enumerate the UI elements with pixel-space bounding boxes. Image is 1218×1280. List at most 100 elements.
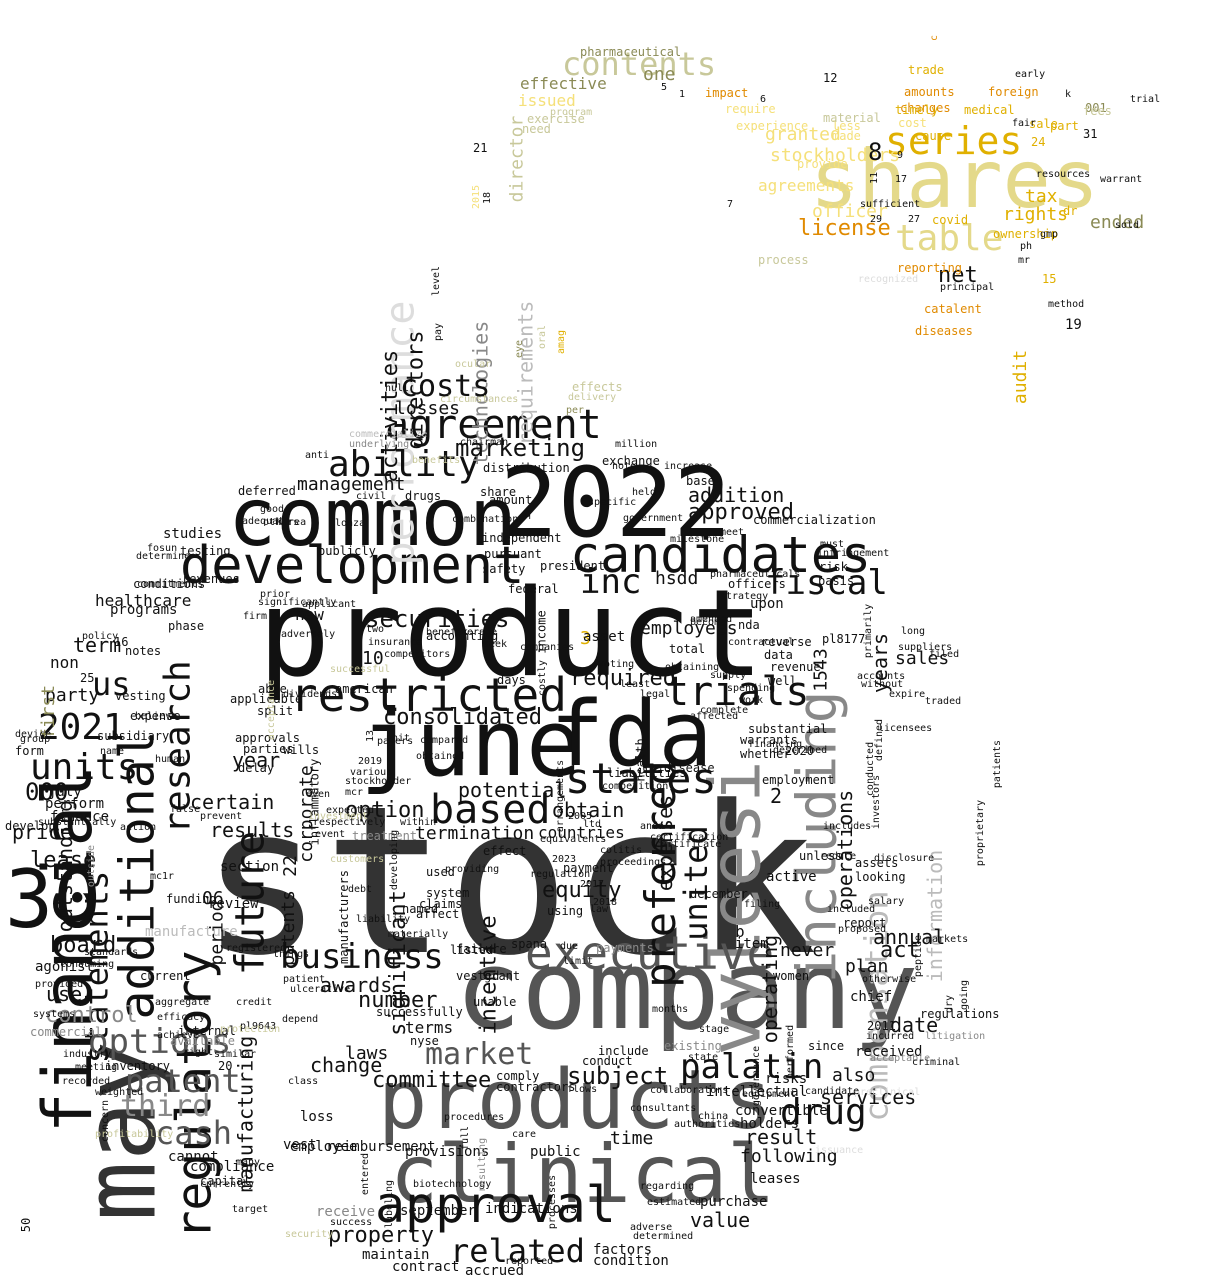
word: management	[297, 474, 406, 495]
word: 15	[1042, 272, 1057, 286]
word: able	[258, 682, 287, 696]
word: 24	[1031, 135, 1046, 149]
word: issued	[518, 91, 576, 110]
word: include	[598, 1044, 649, 1058]
word: least	[620, 679, 651, 690]
word: inc	[580, 562, 642, 602]
word: conduct	[582, 1054, 633, 1068]
word: 31	[1083, 127, 1098, 141]
word: pursuant	[484, 547, 542, 561]
word: 2015	[471, 184, 483, 210]
word: act	[880, 938, 920, 963]
word: 6	[760, 94, 767, 105]
word: regarding	[640, 1181, 695, 1192]
word: options	[88, 1022, 232, 1062]
word: legal	[640, 689, 671, 700]
word: need	[522, 122, 551, 136]
word: information	[923, 849, 948, 983]
word: change	[310, 1053, 383, 1077]
word: regulations	[920, 1007, 1000, 1021]
word: recorded	[62, 1076, 111, 1087]
word: 17	[895, 174, 908, 185]
word: voting	[598, 659, 635, 670]
word: patient	[283, 974, 326, 985]
word: name	[100, 746, 125, 757]
word: expected	[326, 805, 375, 816]
word: colitis	[600, 845, 643, 856]
word: made	[832, 129, 861, 143]
word: security	[285, 1229, 334, 1240]
word: aggregate	[155, 997, 210, 1008]
word: asset	[583, 629, 626, 645]
word: compared	[420, 735, 469, 746]
word: achieve	[157, 1030, 200, 1041]
word: testing	[180, 544, 231, 558]
word: peptide	[913, 934, 925, 978]
word: commercial	[30, 1025, 103, 1039]
word: 2023	[552, 854, 577, 865]
word: seek	[483, 639, 508, 650]
word: 8	[868, 138, 883, 166]
word: sale	[1029, 117, 1058, 131]
word: issuance	[815, 1145, 864, 1156]
word: july	[48, 784, 82, 800]
word: non	[50, 653, 79, 672]
word: consultants	[630, 1103, 697, 1114]
word: timely	[895, 103, 939, 117]
word: leases	[750, 1171, 801, 1187]
word: mr	[1018, 255, 1031, 266]
word: oral	[537, 324, 549, 350]
word: prior	[260, 589, 291, 600]
word: respectively	[313, 817, 386, 828]
word: studies	[163, 526, 223, 542]
word: base	[686, 474, 715, 488]
word: develop	[5, 819, 56, 833]
word: revenue	[770, 660, 821, 674]
word: class	[288, 1076, 319, 1087]
word: processes	[547, 1174, 559, 1230]
word: based	[430, 787, 551, 833]
word: ocular	[455, 359, 492, 370]
word: reduce	[820, 851, 857, 862]
word: 2019	[358, 756, 383, 767]
word: affect	[416, 907, 460, 921]
word: anda	[640, 821, 665, 832]
word: unless	[799, 849, 843, 863]
word: entered	[360, 1152, 372, 1196]
word: internal	[178, 1024, 236, 1038]
word: hsdd	[655, 568, 699, 589]
word: 19	[1065, 317, 1082, 333]
word: spana	[511, 937, 548, 951]
word: flows	[567, 1084, 598, 1095]
word: president	[540, 559, 606, 573]
word: law	[590, 904, 609, 915]
word: officer	[812, 201, 888, 222]
word: effects	[572, 380, 623, 394]
word: conditions	[133, 577, 206, 591]
word: held	[632, 487, 657, 498]
word: dr	[1063, 204, 1078, 218]
word: delay	[238, 761, 275, 775]
word: vest	[283, 1137, 317, 1153]
word: table	[895, 218, 1004, 259]
word: part	[1050, 119, 1079, 133]
word: finance	[50, 809, 110, 825]
word: revenues	[182, 572, 240, 586]
word: standards	[84, 947, 139, 958]
word: compliance	[190, 1159, 275, 1175]
word: related	[450, 1232, 585, 1270]
word: program	[550, 107, 593, 118]
word: preclinical	[854, 1087, 921, 1098]
word: resources	[1036, 169, 1091, 180]
word: 21	[473, 141, 488, 155]
word: good	[260, 504, 285, 515]
word: trial	[1130, 94, 1161, 105]
word: board	[50, 933, 117, 958]
word: obtaining	[665, 662, 720, 673]
word: benefits	[412, 455, 461, 466]
word: women	[773, 969, 810, 983]
word: pharmaceutical	[580, 45, 682, 59]
word: performed	[785, 1024, 797, 1080]
word: expense	[130, 709, 181, 723]
word: funding	[166, 892, 217, 906]
